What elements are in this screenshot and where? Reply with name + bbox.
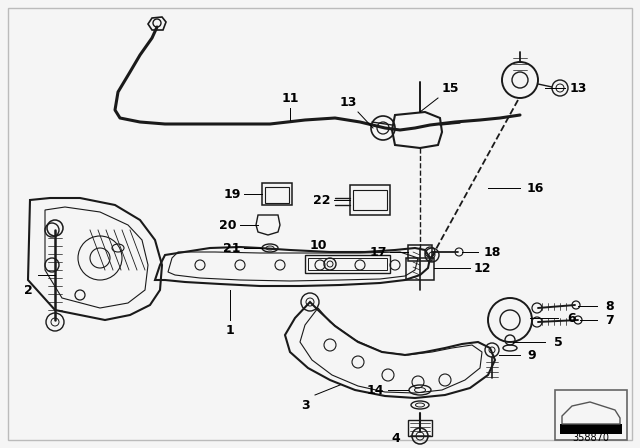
Bar: [406, 258, 434, 280]
Bar: [350, 185, 390, 215]
Text: 7: 7: [605, 314, 614, 327]
Bar: [408, 245, 432, 261]
Text: 8: 8: [605, 300, 614, 313]
Text: 17: 17: [369, 246, 387, 258]
Bar: [308, 258, 387, 270]
Bar: [262, 183, 292, 205]
Text: 358870: 358870: [573, 433, 609, 443]
Text: 11: 11: [281, 91, 299, 104]
Text: 6: 6: [568, 311, 576, 324]
Bar: [353, 190, 387, 210]
Bar: [560, 424, 622, 434]
Bar: [555, 390, 627, 440]
Text: 4: 4: [392, 431, 401, 444]
Bar: [408, 420, 432, 436]
Bar: [305, 255, 390, 273]
Text: 12: 12: [473, 262, 491, 275]
Text: 2: 2: [24, 284, 33, 297]
Text: 3: 3: [301, 399, 309, 412]
Text: 21: 21: [223, 241, 241, 254]
Text: 10: 10: [309, 238, 327, 251]
Text: 5: 5: [554, 336, 563, 349]
Text: 22: 22: [313, 194, 331, 207]
Text: 9: 9: [528, 349, 536, 362]
Text: 18: 18: [483, 246, 500, 258]
Text: 14: 14: [366, 383, 384, 396]
Text: 19: 19: [223, 188, 241, 201]
Text: 13: 13: [339, 95, 356, 108]
Text: 20: 20: [220, 219, 237, 232]
Text: 16: 16: [526, 181, 544, 194]
Text: 15: 15: [441, 82, 459, 95]
Bar: [265, 187, 289, 203]
Text: 13: 13: [570, 82, 587, 95]
Text: 1: 1: [226, 323, 234, 336]
